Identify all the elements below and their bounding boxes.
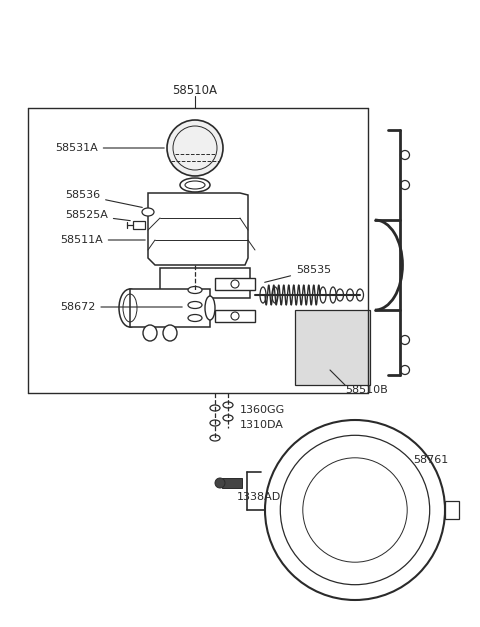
Ellipse shape: [320, 287, 326, 303]
Text: 58525A: 58525A: [65, 210, 130, 221]
Ellipse shape: [188, 287, 202, 293]
Ellipse shape: [272, 287, 278, 303]
Circle shape: [215, 478, 225, 488]
Ellipse shape: [163, 325, 177, 341]
Ellipse shape: [119, 289, 141, 327]
Ellipse shape: [205, 296, 215, 320]
Ellipse shape: [260, 287, 266, 303]
Bar: [445, 501, 459, 519]
Ellipse shape: [347, 289, 353, 301]
Text: 58672: 58672: [60, 302, 182, 312]
Ellipse shape: [188, 302, 202, 308]
Circle shape: [400, 335, 409, 344]
Bar: [130, 289, 210, 327]
Text: 58536: 58536: [65, 190, 142, 208]
Polygon shape: [148, 193, 248, 265]
Circle shape: [400, 366, 409, 374]
Bar: [133, 221, 145, 229]
Ellipse shape: [143, 325, 157, 341]
Bar: [215, 310, 255, 322]
Ellipse shape: [188, 315, 202, 322]
Ellipse shape: [223, 402, 233, 408]
Ellipse shape: [210, 420, 220, 426]
Text: 1338AD: 1338AD: [237, 492, 281, 502]
Ellipse shape: [330, 287, 336, 303]
Text: 58511A: 58511A: [60, 235, 145, 245]
Circle shape: [400, 150, 409, 159]
Circle shape: [265, 420, 445, 600]
Text: 58531A: 58531A: [55, 143, 164, 153]
Ellipse shape: [142, 208, 154, 216]
Bar: [160, 268, 250, 298]
Ellipse shape: [180, 178, 210, 192]
Ellipse shape: [336, 289, 344, 301]
Bar: [215, 278, 255, 290]
Ellipse shape: [185, 181, 205, 189]
Text: 58535: 58535: [264, 265, 331, 282]
Ellipse shape: [357, 289, 363, 301]
Text: 1310DA: 1310DA: [240, 420, 284, 430]
Circle shape: [167, 120, 223, 176]
Circle shape: [231, 312, 239, 320]
Bar: [295, 310, 370, 385]
Text: 58761: 58761: [413, 455, 448, 465]
Text: 1360GG: 1360GG: [240, 405, 285, 415]
Circle shape: [400, 181, 409, 189]
Circle shape: [231, 280, 239, 288]
Text: 58510A: 58510A: [172, 83, 217, 97]
Bar: [222, 478, 242, 488]
Ellipse shape: [223, 415, 233, 421]
Ellipse shape: [210, 405, 220, 411]
Text: 58510B: 58510B: [345, 385, 388, 395]
Ellipse shape: [210, 435, 220, 441]
